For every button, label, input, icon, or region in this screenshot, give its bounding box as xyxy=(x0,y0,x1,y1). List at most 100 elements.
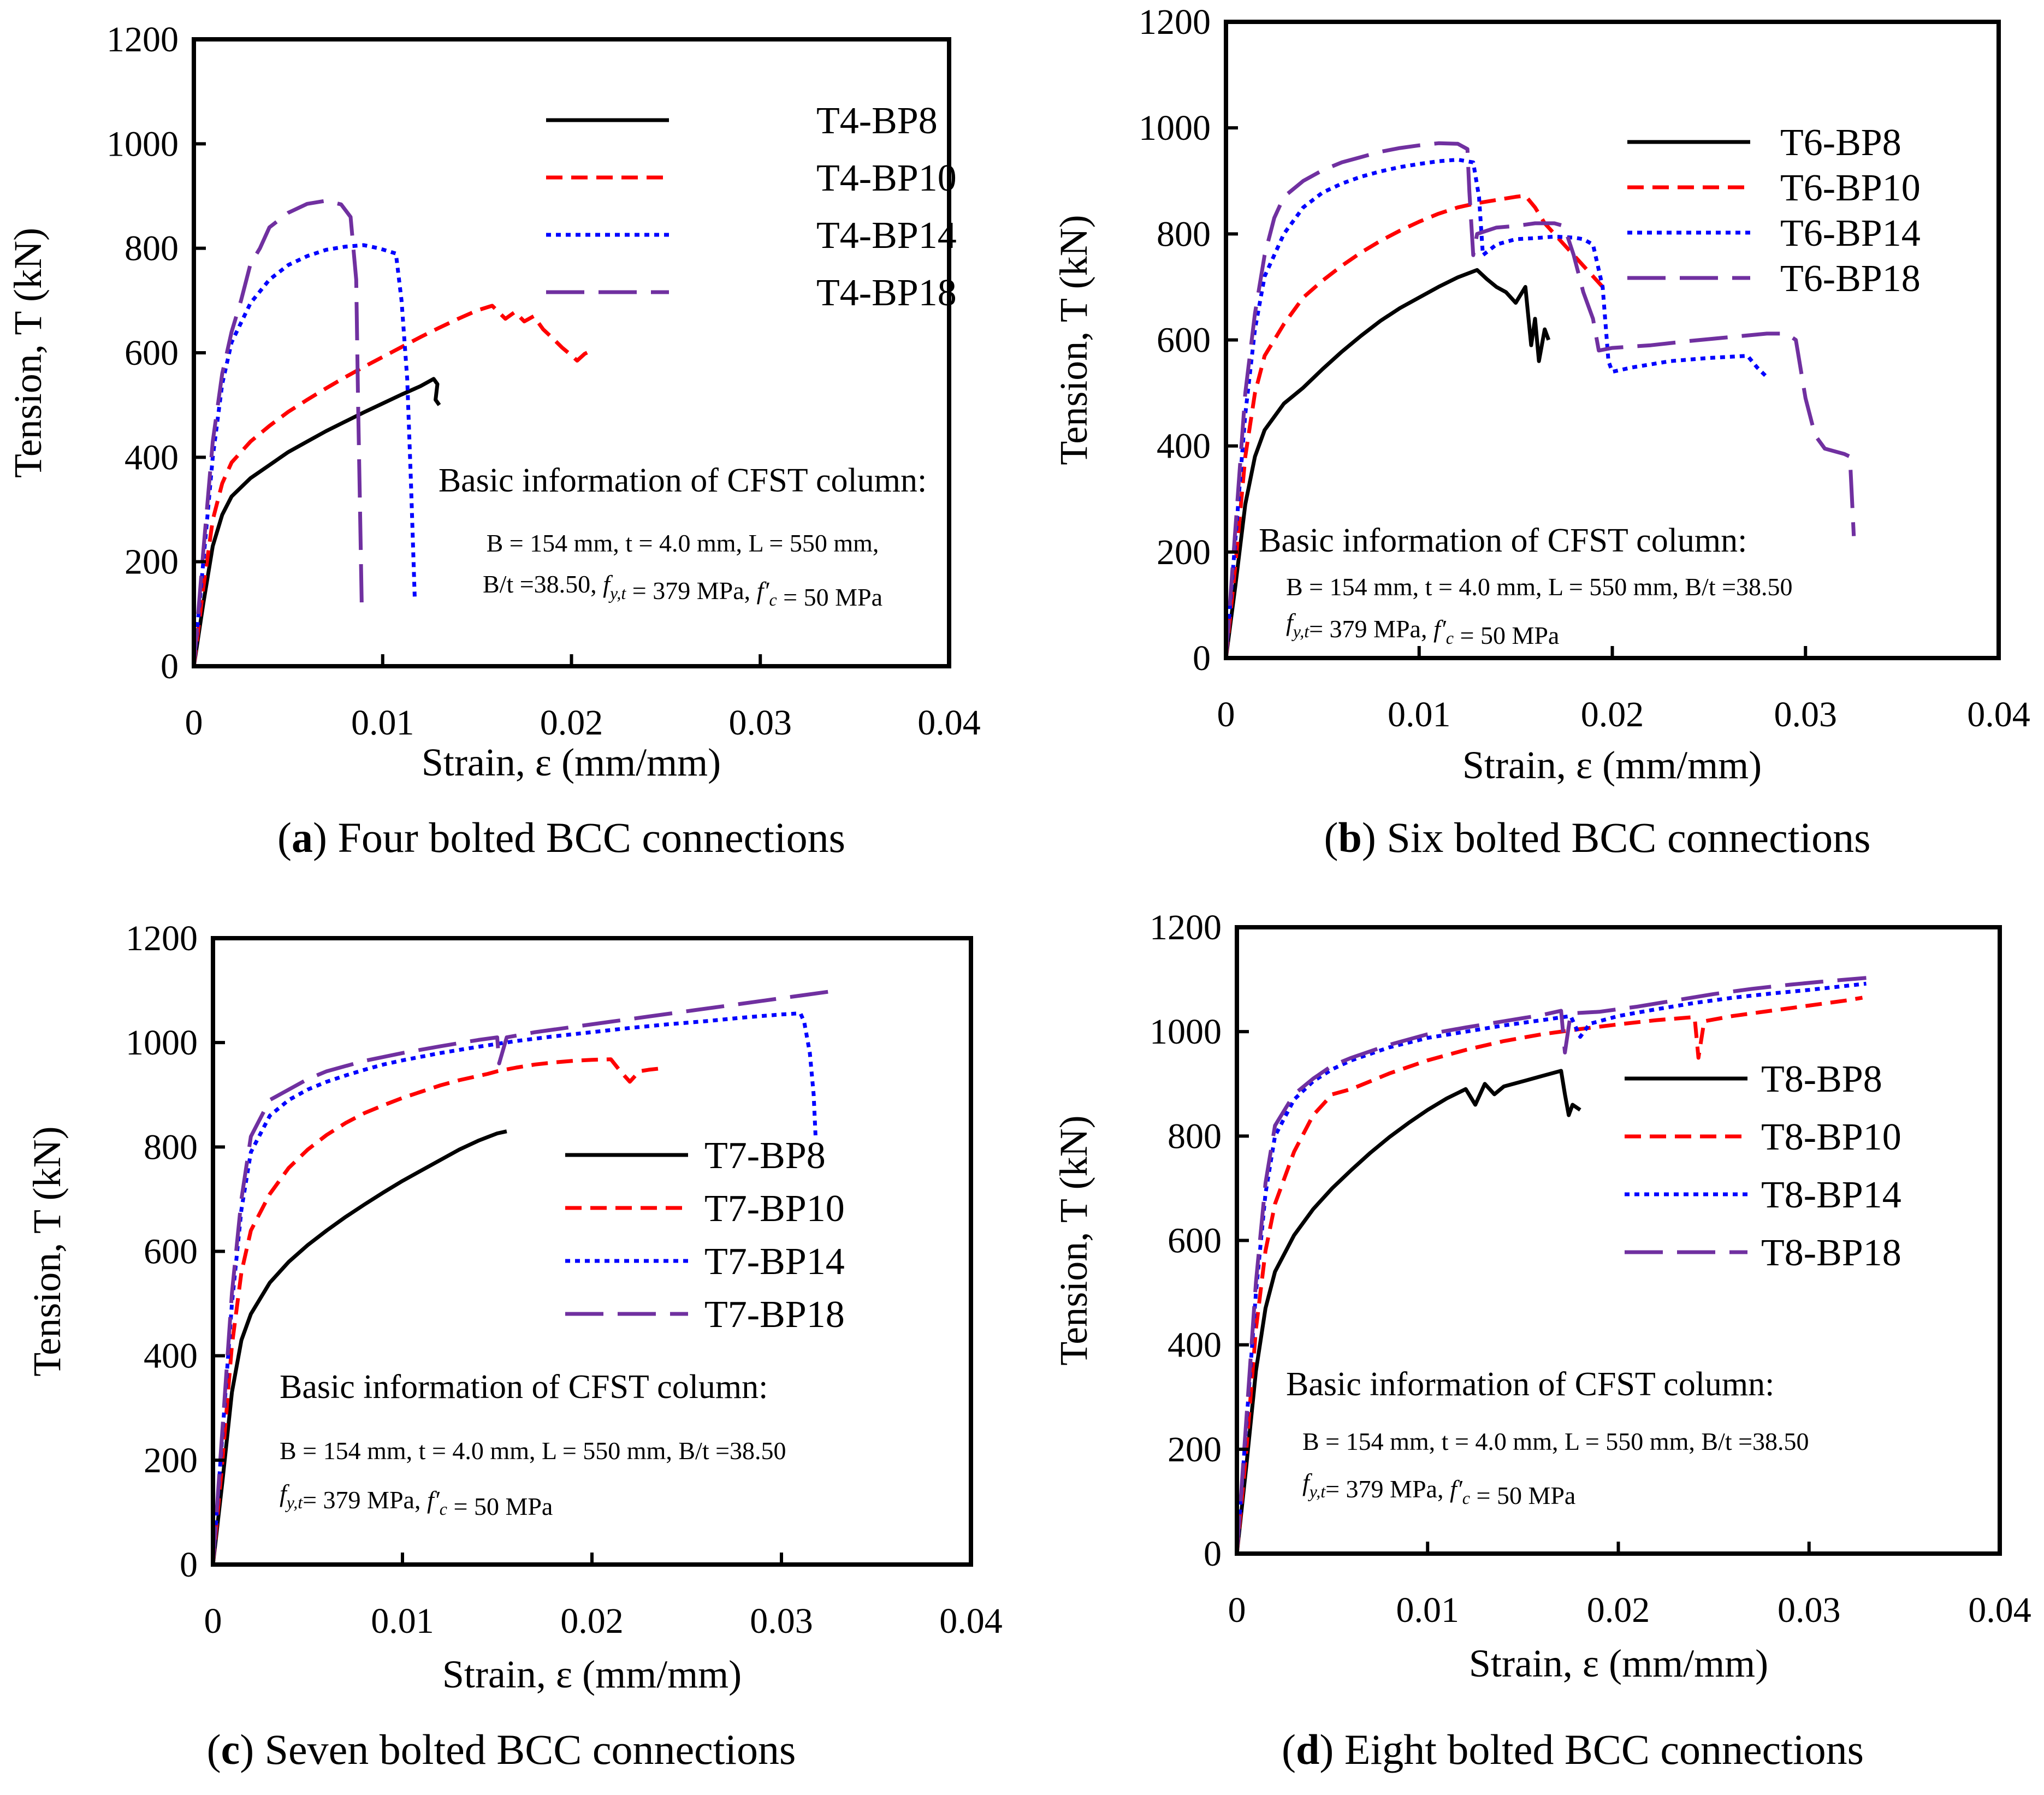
x-tick-label: 0.02 xyxy=(1581,695,1644,734)
legend-label: T8-BP8 xyxy=(1761,1058,1882,1100)
series-line-t6-bp14 xyxy=(1224,157,1768,659)
y-tick-label: 400 xyxy=(1157,426,1211,466)
x-tick-label: 0.03 xyxy=(729,703,792,743)
y-tick-label: 1000 xyxy=(106,124,179,164)
y-tick-label: 800 xyxy=(144,1127,198,1167)
y-tick-label: 1200 xyxy=(1139,2,1211,42)
panel-caption: (a) Four bolted BCC connections xyxy=(277,814,845,861)
plot-frame xyxy=(1224,20,2001,660)
x-tick-label: 0.04 xyxy=(939,1601,1003,1641)
legend-label: T7-BP14 xyxy=(704,1241,845,1283)
info-title: Basic information of CFST column: xyxy=(280,1369,768,1406)
panel-c: 0 200 400 600 800 1000 1200 0 0.01 0.02 0.03 0.04 St… xyxy=(25,919,1003,1773)
series-line-t7-bp18 xyxy=(211,988,839,1565)
info-title: Basic information of CFST column: xyxy=(439,462,927,499)
x-tick-label: 0.03 xyxy=(1778,1590,1841,1630)
panel-label: d xyxy=(1296,1726,1319,1773)
x-tick-label: 0 xyxy=(204,1601,222,1641)
y-tick-label: 600 xyxy=(125,333,179,373)
info-line-2: B/t =38.50, fy,t = 379 MPa, f′c = 50 MPa xyxy=(483,570,882,611)
panel-a: 0 200 400 600 800 1000 1200 0 0.01 0.02 0.03 0.04 St… xyxy=(6,20,981,861)
y-tick-label: 800 xyxy=(1157,214,1211,254)
legend-label: T4-BP14 xyxy=(816,215,957,257)
series-line-t7-bp14 xyxy=(211,1011,817,1565)
legend-label: T4-BP8 xyxy=(816,100,938,142)
y-tick-label: 1200 xyxy=(1150,908,1222,947)
series-line-t6-bp10 xyxy=(1224,193,1604,659)
info-title: Basic information of CFST column: xyxy=(1259,522,1747,559)
y-tick-label: 200 xyxy=(1157,532,1211,572)
info-line-1: B = 154 mm, t = 4.0 mm, L = 550 mm, B/t … xyxy=(1302,1427,1809,1455)
y-tick-label: 1000 xyxy=(1150,1012,1222,1052)
series-line-t6-bp8 xyxy=(1224,268,1551,659)
panel-d: 0 200 400 600 800 1000 1200 0 0.01 0.02 0.03 0.04 St… xyxy=(1052,908,2031,1773)
x-tick-label: 0 xyxy=(1228,1590,1246,1630)
y-tick-label: 600 xyxy=(144,1232,198,1272)
series-line-t8-bp18 xyxy=(1235,976,1867,1554)
panel-caption: (c) Seven bolted BCC connections xyxy=(207,1726,796,1773)
legend-label: T8-BP18 xyxy=(1761,1232,1901,1274)
x-tick-label: 0.02 xyxy=(1587,1590,1650,1630)
x-tick-label: 0.01 xyxy=(351,703,414,743)
x-tick-label: 0.02 xyxy=(540,703,603,743)
series-line-t7-bp8 xyxy=(211,1129,507,1565)
plot-frame xyxy=(211,936,973,1567)
x-tick-label: 0.02 xyxy=(560,1601,624,1641)
info-title: Basic information of CFST column: xyxy=(1286,1366,1774,1403)
legend-label: T6-BP10 xyxy=(1780,167,1921,209)
y-tick-label: 0 xyxy=(161,647,179,686)
y-tick-label: 200 xyxy=(144,1441,198,1480)
series-line-t7-bp10 xyxy=(211,1057,659,1565)
series-line-t4-bp14 xyxy=(192,243,417,667)
x-tick-label: 0.01 xyxy=(1396,1590,1460,1630)
legend-label: T7-BP10 xyxy=(704,1188,845,1230)
x-tick-label: 0 xyxy=(1217,695,1235,734)
legend-label: T7-BP8 xyxy=(704,1135,826,1177)
x-tick-label: 0.04 xyxy=(1968,1590,2031,1630)
legend-label: T6-BP14 xyxy=(1780,212,1921,254)
panel-label: b xyxy=(1338,814,1361,861)
series-line-t4-bp10 xyxy=(192,304,594,667)
x-tick-label: 0.04 xyxy=(917,703,981,743)
x-axis-title: Strain, ε (mm/mm) xyxy=(442,1652,742,1696)
x-axis-title: Strain, ε (mm/mm) xyxy=(1469,1642,1768,1685)
info-line-1: B = 154 mm, t = 4.0 mm, L = 550 mm, B/t … xyxy=(280,1437,786,1465)
y-tick-label: 400 xyxy=(1168,1325,1222,1365)
info-line-1: B = 154 mm, t = 4.0 mm, L = 550 mm, xyxy=(487,529,879,557)
series-line-t8-bp10 xyxy=(1235,996,1863,1554)
x-tick-label: 0 xyxy=(185,703,203,743)
panel-b: 0 200 400 600 800 1000 1200 0 0.01 0.02 0.03 0.04 St… xyxy=(1052,2,2030,861)
y-tick-label: 1200 xyxy=(126,919,198,958)
legend-label: T4-BP10 xyxy=(816,157,957,199)
y-tick-label: 200 xyxy=(1168,1430,1222,1470)
info-line-2: fy,t= 379 MPa, f′c = 50 MPa xyxy=(280,1479,553,1520)
panel-label: a xyxy=(292,814,313,861)
series-line-t8-bp8 xyxy=(1235,1069,1581,1554)
x-axis-title: Strain, ε (mm/mm) xyxy=(1462,743,1762,787)
y-tick-label: 600 xyxy=(1157,321,1211,360)
x-tick-label: 0.04 xyxy=(1967,695,2030,734)
x-tick-label: 0.01 xyxy=(1388,695,1451,734)
y-tick-label: 0 xyxy=(180,1545,198,1585)
y-tick-label: 1000 xyxy=(1139,108,1211,148)
info-line-1: B = 154 mm, t = 4.0 mm, L = 550 mm, B/t … xyxy=(1286,573,1793,601)
legend-label: T7-BP18 xyxy=(704,1294,845,1336)
series-line-t4-bp8 xyxy=(192,377,441,667)
info-line-2: fy,t= 379 MPa, f′c = 50 MPa xyxy=(1286,608,1559,649)
y-tick-label: 0 xyxy=(1204,1534,1222,1574)
panel-caption: (d) Eight bolted BCC connections xyxy=(1282,1726,1864,1773)
legend-label: T8-BP14 xyxy=(1761,1174,1901,1216)
y-axis-title: Tension, T (kN) xyxy=(1052,215,1095,465)
legend-label: T4-BP18 xyxy=(816,272,957,314)
legend-label: T8-BP10 xyxy=(1761,1116,1901,1158)
series-line-t6-bp18 xyxy=(1224,141,1856,659)
info-line-2: fy,t= 379 MPa, f′c = 50 MPa xyxy=(1302,1468,1575,1509)
x-tick-label: 0.01 xyxy=(371,1601,434,1641)
legend-label: T6-BP18 xyxy=(1780,258,1921,300)
panel-label: c xyxy=(221,1726,240,1773)
y-axis-title: Tension, T (kN) xyxy=(25,1126,69,1376)
y-tick-label: 600 xyxy=(1168,1221,1222,1261)
y-tick-label: 800 xyxy=(125,229,179,269)
y-axis-title: Tension, T (kN) xyxy=(1052,1115,1095,1365)
